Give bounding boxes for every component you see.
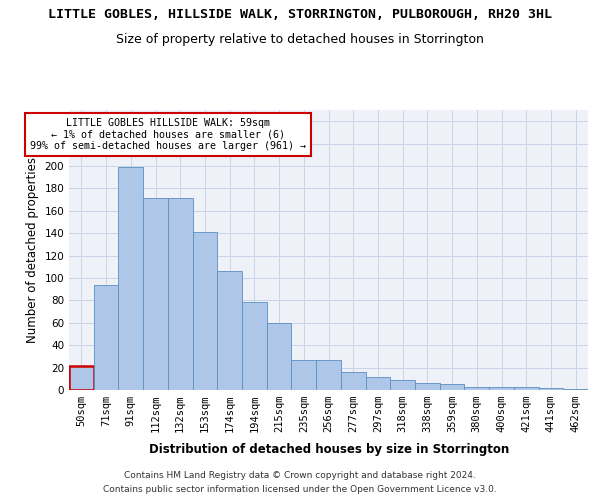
Bar — [143, 198, 168, 390]
Bar — [390, 380, 415, 390]
Bar — [514, 386, 539, 390]
Bar — [415, 384, 440, 390]
Text: Distribution of detached houses by size in Storrington: Distribution of detached houses by size … — [149, 442, 509, 456]
Bar — [217, 272, 242, 390]
Bar — [440, 384, 464, 390]
Bar — [242, 302, 267, 390]
Text: LITTLE GOBLES HILLSIDE WALK: 59sqm
← 1% of detached houses are smaller (6)
99% o: LITTLE GOBLES HILLSIDE WALK: 59sqm ← 1% … — [30, 118, 306, 151]
Bar — [464, 386, 489, 390]
Bar — [489, 386, 514, 390]
Text: Contains public sector information licensed under the Open Government Licence v3: Contains public sector information licen… — [103, 485, 497, 494]
Bar — [118, 167, 143, 390]
Bar — [365, 376, 390, 390]
Y-axis label: Number of detached properties: Number of detached properties — [26, 157, 39, 343]
Text: Contains HM Land Registry data © Crown copyright and database right 2024.: Contains HM Land Registry data © Crown c… — [124, 471, 476, 480]
Bar — [316, 360, 341, 390]
Text: Size of property relative to detached houses in Storrington: Size of property relative to detached ho… — [116, 32, 484, 46]
Bar — [69, 366, 94, 390]
Bar — [267, 323, 292, 390]
Bar — [94, 284, 118, 390]
Bar — [168, 198, 193, 390]
Bar — [193, 232, 217, 390]
Text: LITTLE GOBLES, HILLSIDE WALK, STORRINGTON, PULBOROUGH, RH20 3HL: LITTLE GOBLES, HILLSIDE WALK, STORRINGTO… — [48, 8, 552, 20]
Bar — [563, 389, 588, 390]
Bar — [539, 388, 563, 390]
Bar — [292, 360, 316, 390]
Bar — [341, 372, 365, 390]
